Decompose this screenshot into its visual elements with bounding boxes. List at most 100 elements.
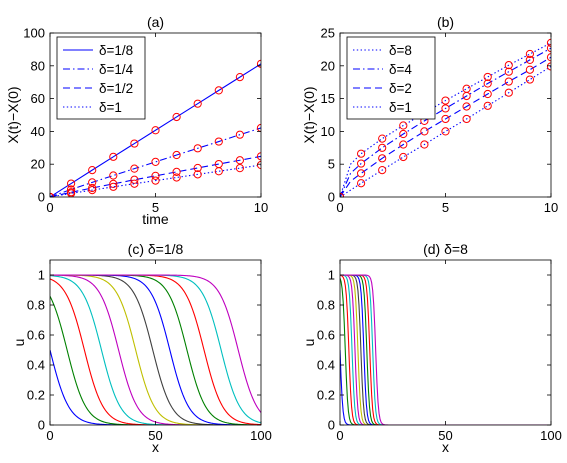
profile-curve bbox=[340, 277, 551, 425]
profile-curve bbox=[50, 274, 261, 413]
data-marker bbox=[483, 89, 492, 99]
data-marker bbox=[88, 178, 97, 187]
panel-a: 0 5 10020406080100(a)timeX(t)−X(0)δ=1/8δ=1… bbox=[5, 14, 268, 227]
x-tick-label: 0 bbox=[46, 200, 53, 215]
y-axis-label: X(t)−X(0) bbox=[5, 86, 21, 143]
data-marker bbox=[378, 154, 387, 163]
data-marker bbox=[420, 140, 429, 149]
data-marker bbox=[504, 67, 513, 76]
data-marker bbox=[546, 43, 551, 53]
data-marker bbox=[88, 186, 97, 195]
legend-entry: δ=1/2 bbox=[99, 81, 133, 96]
y-tick-label: 100 bbox=[23, 26, 45, 41]
x-tick-label: 10 bbox=[254, 200, 268, 215]
data-marker bbox=[546, 38, 551, 47]
y-tick-label: 0 bbox=[328, 418, 335, 433]
profile-curve bbox=[50, 349, 261, 425]
data-marker bbox=[525, 75, 535, 84]
data-marker bbox=[357, 169, 366, 178]
y-tick-label: 0.4 bbox=[27, 358, 45, 373]
y-tick-label: 0.4 bbox=[317, 358, 335, 373]
y-tick-label: 0.8 bbox=[27, 298, 45, 313]
data-marker bbox=[214, 86, 223, 95]
data-marker bbox=[525, 49, 535, 59]
panel-c: 0 50 100 0 0.2 0.4 0.6 0.8 1 (c) δ=1/8 x u bbox=[11, 241, 272, 455]
data-marker bbox=[483, 79, 492, 88]
data-marker bbox=[130, 164, 139, 173]
y-tick-label: 40 bbox=[31, 124, 45, 139]
data-marker bbox=[235, 156, 244, 165]
data-marker bbox=[130, 179, 139, 188]
profile-curve bbox=[340, 274, 551, 425]
y-axis-label: u bbox=[11, 339, 27, 347]
legend-entry: δ=1 bbox=[389, 100, 412, 115]
y-tick-label: 60 bbox=[31, 91, 45, 106]
data-marker bbox=[399, 129, 408, 139]
data-marker bbox=[399, 121, 408, 130]
profile-curve bbox=[50, 274, 261, 425]
data-marker bbox=[193, 99, 202, 108]
x-tick-label: 0 bbox=[46, 428, 53, 443]
data-marker bbox=[172, 112, 181, 122]
panel-b: 0 5 10 0 5 10 15 20 25 (b) X(t)−X(0) δ=8 δ=4 δ=2 δ=1 bbox=[301, 14, 558, 215]
y-axis-label: X(t)−X(0) bbox=[301, 86, 317, 143]
data-marker bbox=[235, 130, 244, 139]
data-marker bbox=[193, 163, 202, 173]
profile-curve bbox=[340, 274, 551, 425]
data-marker bbox=[525, 65, 535, 74]
x-axis-label: x bbox=[152, 439, 159, 455]
data-marker bbox=[462, 84, 471, 93]
data-marker bbox=[546, 62, 551, 71]
legend-box bbox=[56, 36, 146, 120]
series-line bbox=[50, 164, 261, 197]
x-tick-label: 100 bbox=[250, 428, 272, 443]
x-tick-label: 0 bbox=[336, 428, 343, 443]
data-marker bbox=[546, 53, 551, 62]
data-marker bbox=[483, 101, 492, 110]
x-tick-label: 50 bbox=[148, 428, 162, 443]
data-marker bbox=[172, 173, 181, 182]
data-marker bbox=[172, 150, 181, 160]
data-marker bbox=[399, 152, 408, 162]
data-marker bbox=[462, 102, 471, 111]
data-marker bbox=[88, 183, 97, 193]
legend-entry: δ=4 bbox=[389, 62, 412, 77]
x-tick-label: 5 bbox=[152, 200, 159, 215]
x-tick-label: 100 bbox=[540, 428, 562, 443]
data-marker bbox=[109, 152, 118, 161]
data-marker bbox=[504, 77, 513, 86]
x-tick-label: 0 bbox=[336, 200, 343, 215]
data-marker bbox=[462, 114, 471, 124]
y-tick-label: 0.6 bbox=[27, 328, 45, 343]
x-axis-label: time bbox=[142, 211, 169, 227]
x-axis-label: x bbox=[442, 439, 449, 455]
data-marker bbox=[504, 88, 513, 97]
y-tick-label: 15 bbox=[321, 91, 335, 106]
legend-entry: δ=8 bbox=[389, 43, 412, 58]
data-marker bbox=[357, 149, 366, 158]
y-tick-label: 5 bbox=[328, 157, 335, 172]
y-tick-label: 0 bbox=[38, 190, 45, 205]
y-tick-label: 10 bbox=[321, 124, 335, 139]
y-tick-label: 80 bbox=[31, 58, 45, 73]
profile-curve bbox=[50, 274, 261, 425]
x-tick-label: 50 bbox=[438, 428, 452, 443]
legend-entry: δ=1/8 bbox=[99, 43, 133, 58]
panel-title: (a) bbox=[147, 14, 164, 30]
panel-title: (b) bbox=[437, 14, 454, 30]
profile-curve bbox=[50, 274, 261, 425]
legend-box bbox=[346, 36, 436, 120]
data-marker bbox=[88, 166, 97, 175]
data-marker bbox=[109, 179, 118, 188]
plot-area bbox=[50, 274, 261, 425]
panel-title: (d) δ=8 bbox=[423, 241, 468, 257]
data-marker bbox=[172, 167, 181, 177]
data-marker bbox=[151, 171, 160, 180]
y-tick-label: 1 bbox=[328, 268, 335, 283]
axes-frame bbox=[49, 259, 262, 426]
data-marker bbox=[130, 175, 139, 184]
legend-entry: δ=1 bbox=[99, 100, 122, 115]
data-marker bbox=[109, 171, 118, 180]
y-tick-label: 0.2 bbox=[317, 388, 335, 403]
data-marker bbox=[420, 127, 429, 136]
